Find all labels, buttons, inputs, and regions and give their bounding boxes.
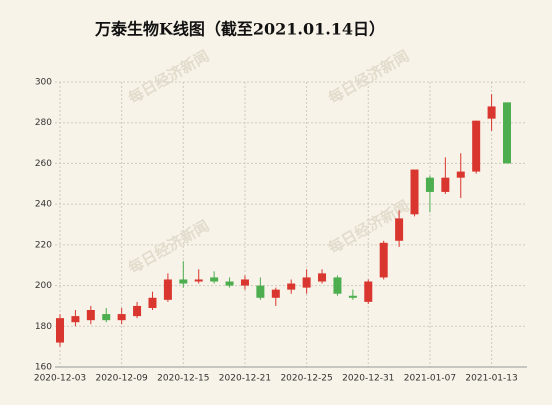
candle-body [86, 310, 95, 321]
candle-body [456, 171, 465, 178]
candle-body [133, 305, 142, 317]
y-tick-label: 260 [35, 159, 52, 169]
x-tick-label: 2020-12-03 [34, 374, 86, 384]
candle-body [148, 297, 157, 308]
y-tick-label: 300 [35, 78, 52, 88]
candle-body [271, 289, 280, 298]
candle-body [472, 120, 481, 172]
chart-title: 万泰生物K线图（截至2021.01.14日） [94, 20, 385, 39]
candle-body [348, 295, 357, 298]
candle-body [302, 277, 311, 288]
y-tick-label: 160 [35, 363, 52, 373]
x-tick-label: 2020-12-09 [95, 374, 148, 384]
y-tick-label: 240 [35, 200, 52, 210]
candle-body [225, 281, 234, 286]
y-tick-label: 220 [35, 240, 52, 250]
y-tick-label: 180 [35, 322, 52, 332]
candle-body [240, 279, 249, 286]
candle-body [210, 277, 219, 282]
candle-body [410, 169, 419, 215]
candle-body [318, 273, 327, 282]
x-tick-label: 2021-01-07 [404, 374, 456, 384]
candle-body [425, 177, 434, 192]
candle-body [102, 314, 111, 321]
x-tick-label: 2020-12-31 [342, 374, 394, 384]
x-tick-label: 2020-12-21 [219, 374, 271, 384]
candle-body [333, 277, 342, 294]
candle-body [441, 177, 450, 192]
x-tick-label: 2020-12-15 [157, 374, 209, 384]
candle-body [194, 279, 203, 282]
candle-body [395, 218, 404, 241]
y-tick-label: 280 [35, 118, 52, 128]
candle-body [487, 106, 496, 119]
candle-body [379, 242, 388, 278]
x-tick-label: 2021-01-13 [465, 374, 517, 384]
candle-body [163, 279, 172, 300]
candle-body [71, 316, 80, 323]
candle-body [117, 314, 126, 321]
candle-body [364, 281, 373, 302]
y-tick-label: 200 [35, 281, 52, 291]
candle-body [179, 279, 188, 284]
candle-body [503, 102, 511, 164]
x-tick-label: 2020-12-25 [280, 374, 332, 384]
candle-body [56, 318, 64, 343]
candle-body [256, 285, 265, 298]
candle-body [287, 283, 296, 290]
